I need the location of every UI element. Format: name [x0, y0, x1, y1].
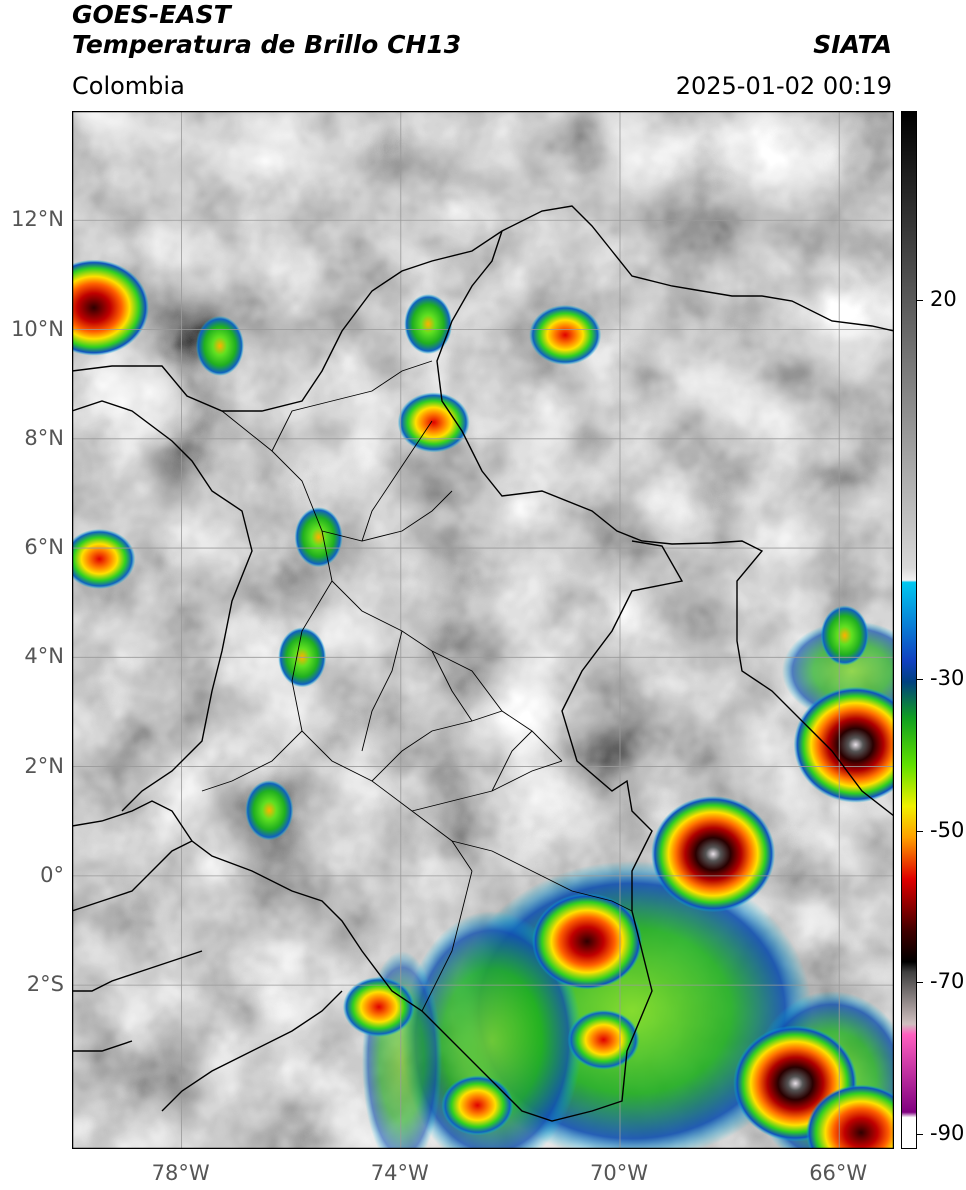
border-panama-colombia — [72, 400, 253, 812]
department-lines — [201, 360, 633, 1012]
product-title: Temperatura de Brillo CH13 — [72, 30, 462, 59]
storm-cell — [793, 686, 894, 803]
agency-label: SIATA — [813, 30, 892, 59]
lat-tick-label: 0° — [40, 862, 64, 887]
storm-cell — [441, 1075, 514, 1136]
colorbar — [901, 111, 917, 1149]
map-frame — [72, 111, 894, 1149]
storm-cell — [529, 304, 602, 365]
colorbar-tick-label: -50 — [930, 817, 965, 842]
storm-cell — [806, 1084, 894, 1149]
border-colombia-south — [72, 540, 684, 1122]
lat-tick-label: 2°N — [24, 753, 64, 778]
storm-cell — [195, 315, 244, 376]
lon-tick-label: 78°W — [151, 1161, 210, 1185]
lat-tick-label: 2°S — [26, 972, 64, 997]
lat-tick-label: 4°N — [24, 644, 64, 669]
colorbar-tick-label: -70 — [930, 969, 965, 994]
colorbar-tick-mark — [917, 982, 923, 984]
colorbar-ramp — [901, 111, 917, 1149]
storm-cells — [72, 259, 894, 1149]
region-label: Colombia — [72, 72, 185, 100]
lat-tick-label: 8°N — [24, 425, 64, 450]
storm-cell — [342, 976, 415, 1037]
colorbar-tick-mark — [917, 300, 923, 302]
lon-tick-label: 66°W — [809, 1161, 868, 1185]
colorbar-tick-label: 20 — [930, 287, 957, 312]
lon-tick-label: 74°W — [370, 1161, 429, 1185]
colorbar-tick-label: -30 — [930, 666, 965, 691]
colorbar-tick-mark — [917, 1133, 923, 1135]
storm-cell — [294, 507, 343, 568]
storm-cell — [245, 780, 294, 841]
lat-tick-label: 10°N — [11, 316, 64, 341]
storm-cell — [820, 605, 869, 666]
storm-cell — [72, 259, 149, 356]
lat-tick-label: 6°N — [24, 535, 64, 560]
storm-cell — [532, 893, 643, 990]
country-borders — [72, 205, 894, 1122]
colorbar-tick-label: -90 — [930, 1120, 965, 1145]
storm-cell — [567, 1009, 640, 1070]
storm-cell — [651, 795, 776, 912]
colorbar-tick-mark — [917, 679, 923, 681]
lon-tick-label: 70°W — [590, 1161, 648, 1185]
lat-tick-label: 12°N — [11, 207, 64, 232]
storm-cell — [72, 528, 136, 589]
satellite-title: GOES-EAST — [72, 0, 231, 29]
storm-cell — [404, 294, 453, 355]
coastline-pacific — [72, 840, 343, 1112]
datetime-label: 2025-01-02 00:19 — [675, 72, 892, 100]
storm-cell — [397, 392, 470, 453]
satellite-map — [72, 111, 894, 1149]
border-colombia-venezuela — [436, 230, 894, 817]
colorbar-tick-mark — [917, 830, 923, 832]
